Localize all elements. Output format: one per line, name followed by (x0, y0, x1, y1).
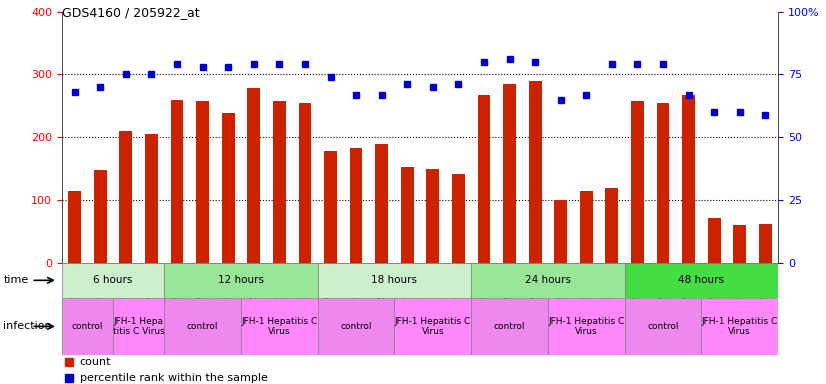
Bar (164, 263, 318, 298)
Bar (624, 263, 778, 298)
Bar (62, 298, 113, 355)
Bar (701, 298, 778, 355)
Bar (682, 94, 695, 263)
Text: control: control (494, 322, 525, 331)
Bar (69, 191, 81, 263)
Text: control: control (72, 322, 103, 331)
Text: 24 hours: 24 hours (525, 275, 571, 285)
Bar (580, 191, 593, 263)
Bar (113, 298, 164, 355)
Bar (171, 99, 183, 263)
Bar (247, 88, 260, 263)
Bar (222, 113, 235, 263)
Bar (759, 224, 771, 263)
Text: 6 hours: 6 hours (93, 275, 133, 285)
Bar (298, 103, 311, 263)
Bar (624, 298, 701, 355)
Text: 18 hours: 18 hours (372, 275, 417, 285)
Text: time: time (3, 275, 29, 285)
Bar (145, 134, 158, 263)
Bar (241, 298, 318, 355)
Bar (471, 263, 624, 298)
Bar (318, 263, 471, 298)
Text: JFH-1 Hepatitis C
Virus: JFH-1 Hepatitis C Virus (241, 317, 317, 336)
Text: GDS4160 / 205922_at: GDS4160 / 205922_at (62, 6, 200, 19)
Text: JFH-1 Hepa
titis C Virus: JFH-1 Hepa titis C Virus (113, 317, 164, 336)
Bar (529, 81, 542, 263)
Bar (657, 103, 669, 263)
Bar (471, 298, 548, 355)
Bar (733, 225, 746, 263)
Bar (120, 131, 132, 263)
Bar (349, 148, 363, 263)
Text: percentile rank within the sample: percentile rank within the sample (80, 373, 268, 383)
Text: 48 hours: 48 hours (678, 275, 724, 285)
Bar (401, 167, 414, 263)
Bar (452, 174, 465, 263)
Bar (708, 218, 720, 263)
Bar (164, 298, 241, 355)
Bar (62, 263, 164, 298)
Text: infection: infection (3, 321, 52, 331)
Bar (554, 200, 567, 263)
Text: count: count (80, 358, 112, 367)
Bar (395, 298, 471, 355)
Bar (426, 169, 439, 263)
Bar (503, 84, 516, 263)
Text: 12 hours: 12 hours (218, 275, 264, 285)
Text: JFH-1 Hepatitis C
Virus: JFH-1 Hepatitis C Virus (701, 317, 778, 336)
Text: JFH-1 Hepatitis C
Virus: JFH-1 Hepatitis C Virus (395, 317, 471, 336)
Bar (318, 298, 395, 355)
Bar (197, 101, 209, 263)
Text: control: control (340, 322, 372, 331)
Text: control: control (187, 322, 218, 331)
Bar (324, 151, 337, 263)
Bar (375, 144, 388, 263)
Text: JFH-1 Hepatitis C
Virus: JFH-1 Hepatitis C Virus (548, 317, 624, 336)
Bar (631, 101, 643, 263)
Bar (477, 94, 491, 263)
Bar (548, 298, 624, 355)
Bar (94, 170, 107, 263)
Text: control: control (648, 322, 679, 331)
Bar (605, 188, 618, 263)
Bar (273, 101, 286, 263)
